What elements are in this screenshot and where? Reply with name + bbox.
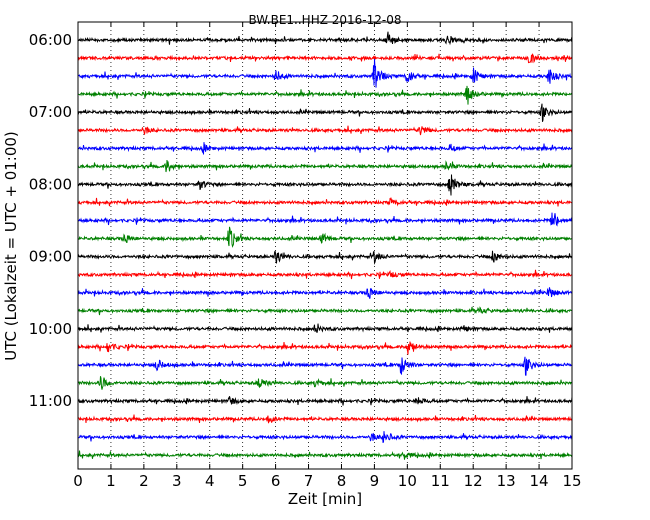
y-tick-label: 10:00: [29, 320, 72, 338]
vertical-grid: [110, 22, 540, 469]
trace-group: [77, 31, 573, 460]
trace-0830: [77, 212, 573, 227]
x-tick-label: 5: [238, 472, 248, 490]
trace-0800: [77, 174, 573, 196]
x-tick-label: 11: [431, 472, 450, 490]
x-tick-label: 7: [304, 472, 314, 490]
x-tick-label: 8: [337, 472, 347, 490]
y-tick-label: 11:00: [29, 392, 72, 410]
plot-frame: [77, 21, 573, 470]
trace-1015: [77, 341, 573, 355]
x-tick-label: 14: [530, 472, 549, 490]
trace-0645: [77, 85, 573, 105]
y-tick-label: 09:00: [29, 248, 72, 266]
x-tick-label: 0: [73, 472, 83, 490]
trace-0930: [77, 287, 573, 299]
chart-title: BW.BE1..HHZ 2016-12-08: [248, 13, 401, 27]
trace-1000: [77, 323, 573, 333]
trace-1145: [77, 450, 573, 460]
x-tick-label: 4: [205, 472, 215, 490]
trace-0600: [77, 31, 573, 46]
trace-0815: [77, 197, 573, 207]
trace-0730: [77, 142, 573, 155]
x-tick-label: 12: [464, 472, 483, 490]
trace-1130: [77, 431, 573, 444]
trace-0615: [77, 53, 573, 64]
x-tick-label: 1: [106, 472, 116, 490]
trace-0845: [77, 226, 573, 248]
y-tick-label: 08:00: [29, 175, 72, 193]
trace-0915: [78, 269, 573, 280]
trace-1030: [77, 356, 573, 376]
y-tick-label: 06:00: [29, 31, 72, 49]
trace-0745: [77, 159, 573, 173]
y-axis-label: UTC (Lokalzeit = UTC + 01:00): [2, 131, 20, 361]
x-tick-label: 3: [172, 472, 182, 490]
x-tick-label: 2: [139, 472, 149, 490]
trace-1115: [77, 414, 573, 424]
trace-0630: [77, 58, 573, 88]
trace-1045: [77, 376, 573, 390]
x-axis: 0 1 2 3 4 5 6 7 8 9 10 11 12 13 14 15: [73, 22, 582, 490]
trace-0700: [77, 103, 572, 122]
x-tick-label: 9: [370, 472, 380, 490]
trace-0715: [77, 125, 573, 136]
x-tick-label: 10: [398, 472, 417, 490]
x-tick-label: 13: [497, 472, 516, 490]
x-axis-label: Zeit [min]: [288, 490, 362, 508]
trace-0900: [77, 250, 573, 265]
y-axis: 06:00 07:00 08:00 09:00 10:00 11:00: [29, 31, 572, 410]
y-tick-label: 07:00: [29, 103, 72, 121]
x-tick-label: 6: [271, 472, 281, 490]
trace-1100: [77, 396, 573, 406]
trace-0945: [77, 306, 573, 316]
x-tick-label: 15: [562, 472, 581, 490]
